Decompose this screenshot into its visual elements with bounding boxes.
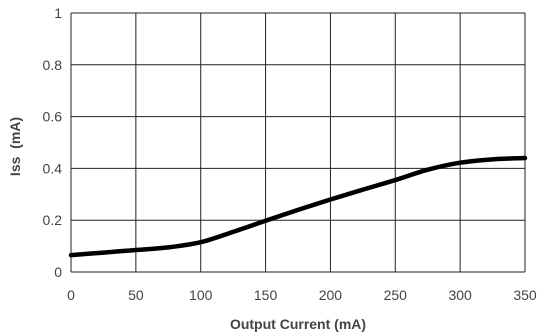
x-tick-label: 250: [384, 287, 408, 303]
x-tick-label: 350: [513, 287, 537, 303]
x-tick-label: 0: [67, 287, 75, 303]
y-tick-labels: 0 0.2 0.4 0.6 0.8 1: [43, 5, 63, 280]
x-tick-label: 200: [319, 287, 343, 303]
y-tick-label: 0.2: [43, 212, 63, 228]
y-tick-label: 0: [54, 264, 62, 280]
x-tick-label: 100: [189, 287, 213, 303]
x-axis-title: Output Current (mA): [230, 316, 366, 332]
x-tick-label: 150: [254, 287, 278, 303]
x-tick-label: 50: [128, 287, 144, 303]
y-tick-label: 0.4: [43, 160, 63, 176]
series-group: [68, 155, 528, 258]
y-tick-label: 1: [54, 5, 62, 21]
x-tick-label: 300: [448, 287, 472, 303]
y-tick-label: 0.8: [43, 57, 63, 73]
grid: [70, 12, 526, 273]
series-line: [68, 155, 528, 258]
y-axis-title: Iss (mA): [7, 117, 23, 176]
y-tick-label: 0.6: [43, 109, 63, 125]
x-tick-labels: 0 50 100 150 200 250 300 350: [67, 287, 537, 303]
